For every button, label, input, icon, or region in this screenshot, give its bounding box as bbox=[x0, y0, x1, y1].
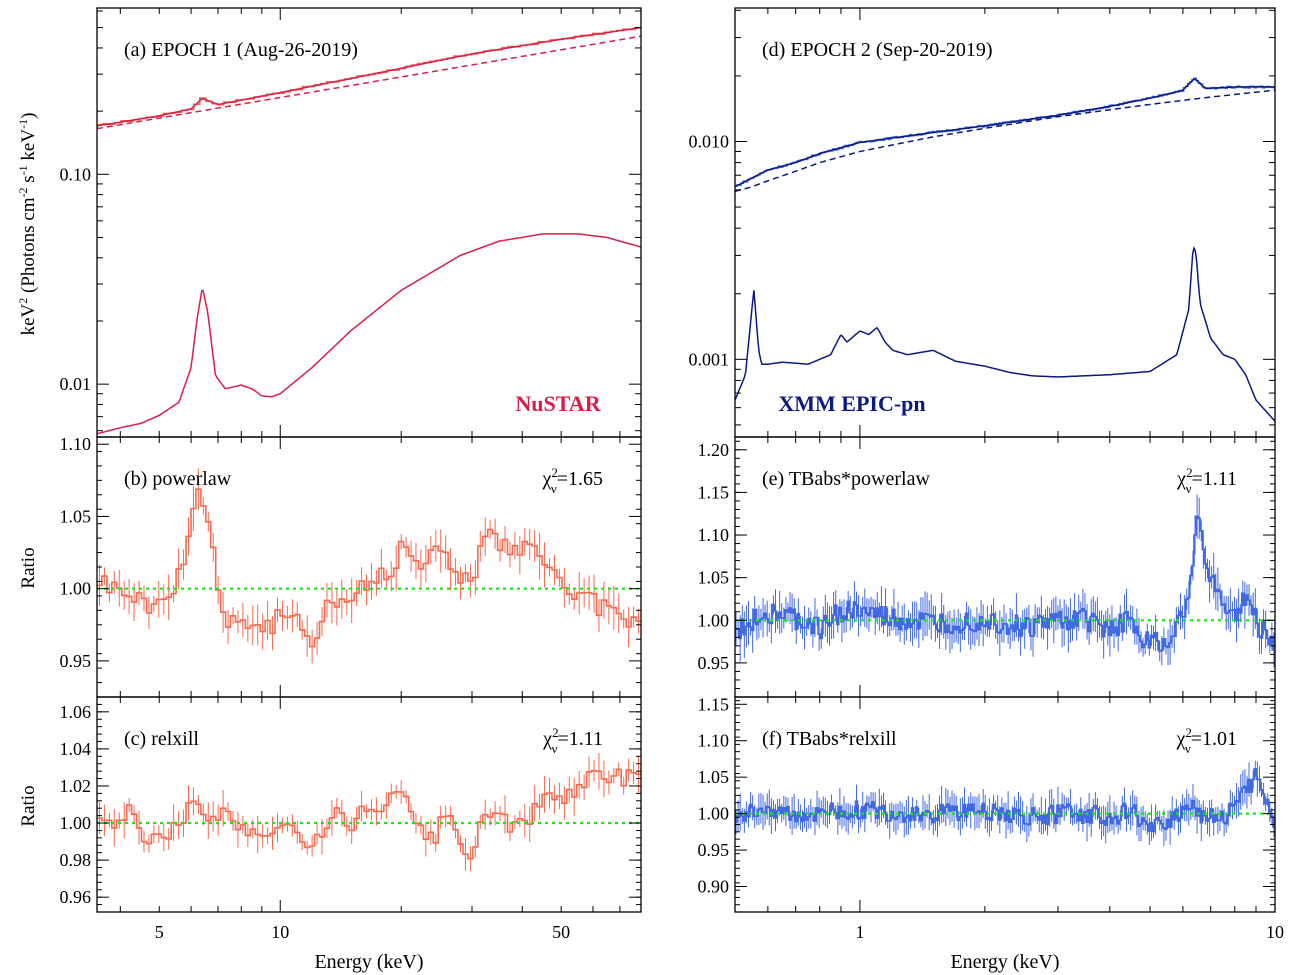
errorbars-c bbox=[98, 753, 640, 872]
chi-label-f: χ2 ν=1.01 bbox=[1175, 725, 1237, 756]
errorbars-e bbox=[735, 494, 1275, 668]
ytick-label: 0.98 bbox=[60, 850, 92, 870]
ratio-ylabel-b: Ratio bbox=[18, 547, 39, 588]
xtick-label: 5 bbox=[155, 922, 164, 942]
ytick-label: 0.95 bbox=[698, 840, 730, 860]
yticks-d: 0.001 0.010 bbox=[689, 9, 1275, 426]
series-reflection-component-a bbox=[97, 233, 641, 435]
ytick-label: 1.15 bbox=[698, 694, 730, 714]
plot-area-d bbox=[735, 77, 1275, 422]
plot-area-b bbox=[97, 468, 641, 664]
xtick-label: 10 bbox=[1266, 922, 1284, 942]
plot-area-c bbox=[97, 753, 641, 872]
ytick-label: 1.05 bbox=[60, 506, 92, 526]
series-ratio-c bbox=[97, 768, 641, 860]
ytick-label: 0.96 bbox=[60, 887, 92, 907]
xtick-label: 1 bbox=[855, 922, 864, 942]
ytick-label: 1.02 bbox=[60, 776, 92, 796]
yticks-f: 0.90 0.95 1.00 1.05 1.10 1.15 bbox=[698, 694, 1275, 913]
chi-label-c: χ2 ν=1.11 bbox=[542, 725, 603, 756]
panel-title-a: (a) EPOCH 1 (Aug-26-2019) bbox=[124, 39, 358, 61]
series-total-model-a bbox=[97, 26, 641, 127]
series-total-model-d bbox=[735, 78, 1275, 188]
panel-a: 0.01 0.10 (a) EPOCH 1 (Aug-26-2019) bbox=[60, 7, 642, 438]
xticks-a bbox=[119, 8, 621, 437]
xtick-label: 10 bbox=[271, 922, 289, 942]
ytick-label: 1.00 bbox=[698, 610, 730, 630]
ytick-label: 1.06 bbox=[60, 702, 92, 722]
top-ylabel: keV2 (Photons cm-2 s-1 keV-1) bbox=[16, 113, 39, 336]
plot-area-f bbox=[735, 760, 1275, 846]
panel-title-d: (d) EPOCH 2 (Sep-20-2019) bbox=[762, 39, 993, 61]
ytick-label: 1.04 bbox=[60, 739, 92, 759]
right-xlabel: Energy (keV) bbox=[950, 951, 1059, 973]
ytick-label: 1.05 bbox=[698, 767, 730, 787]
ytick-label: 1.10 bbox=[60, 434, 92, 454]
yticks-e: 0.95 1.00 1.05 1.10 1.15 1.20 bbox=[698, 440, 1275, 698]
xticks-e bbox=[734, 437, 1276, 697]
panel-e: 0.95 1.00 1.05 1.10 1.15 1.20 (e) TBabs*powerl… bbox=[698, 436, 1276, 698]
plot-area-e bbox=[735, 494, 1275, 668]
ytick-label: 1.00 bbox=[60, 813, 92, 833]
ytick-label: 1.05 bbox=[698, 568, 730, 588]
xtick-label: 50 bbox=[552, 922, 570, 942]
yticks-c: 0.96 0.98 1.00 1.02 1.04 1.06 bbox=[60, 696, 641, 913]
ytick-label: 0.90 bbox=[698, 876, 730, 896]
xticks-c: 5 10 50 bbox=[119, 697, 621, 942]
ratio-ylabel-c: Ratio bbox=[18, 785, 39, 826]
ytick-label: 0.010 bbox=[689, 131, 730, 151]
ytick-label: 0.01 bbox=[60, 374, 92, 394]
series-ratio-b bbox=[97, 488, 641, 648]
ytick-label: 1.00 bbox=[60, 579, 92, 599]
frame-a bbox=[96, 7, 642, 438]
ytick-label: 1.00 bbox=[698, 804, 730, 824]
series-ratio-e bbox=[735, 515, 1275, 652]
series-powerlaw-component-a bbox=[97, 35, 641, 130]
xticks-f: 1 10 bbox=[734, 697, 1284, 942]
panel-title-b: (b) powerlaw bbox=[124, 468, 232, 490]
panel-title-f: (f) TBabs*relxill bbox=[762, 728, 897, 750]
ytick-label: 0.95 bbox=[60, 651, 92, 671]
ytick-label: 0.95 bbox=[698, 653, 730, 673]
frame-f bbox=[734, 696, 1276, 913]
frame-c bbox=[96, 696, 642, 913]
ytick-label: 0.001 bbox=[689, 349, 730, 369]
ytick-label: 1.20 bbox=[698, 440, 730, 460]
chi-label-e: χ2 ν=1.11 bbox=[1176, 465, 1237, 496]
ytick-label: 1.15 bbox=[698, 482, 730, 502]
ytick-label: 1.10 bbox=[698, 731, 730, 751]
series-reflection-component-d bbox=[735, 245, 1275, 422]
panel-title-e: (e) TBabs*powerlaw bbox=[762, 468, 930, 490]
panel-c: 0.96 0.98 1.00 1.02 1.04 1.06 5 10 50 (c) relxill… bbox=[60, 696, 642, 942]
panel-b: 0.95 1.00 1.05 1.10 (b) powerlaw χ2 ν=1.65 bbox=[60, 434, 642, 698]
panel-d: 0.001 0.010 (d) EPOCH 2 (Sep-20-2019) bbox=[689, 7, 1276, 438]
panel-title-c: (c) relxill bbox=[124, 728, 199, 750]
xticks-b bbox=[119, 437, 621, 697]
yticks-b: 0.95 1.00 1.05 1.10 bbox=[60, 434, 641, 698]
series-ratio-f bbox=[735, 768, 1275, 833]
ytick-label: 1.10 bbox=[698, 525, 730, 545]
xticks-d bbox=[734, 8, 1276, 437]
series-data-d bbox=[735, 77, 1275, 187]
plot-area-a bbox=[97, 26, 641, 435]
series-powerlaw-component-d bbox=[735, 89, 1275, 193]
ytick-label: 0.10 bbox=[60, 164, 92, 184]
panel-f: 0.90 0.95 1.00 1.05 1.10 1.15 1 10 (f) TBabs*rel… bbox=[698, 694, 1285, 942]
panels-group: 0.01 0.10 (a) EPOCH 1 (Aug-26-2019) 0.95 1.0… bbox=[60, 7, 1285, 942]
frame-d bbox=[734, 7, 1276, 438]
xmm-label: XMM EPIC-pn bbox=[778, 391, 925, 416]
chi-label-b: χ2 ν=1.65 bbox=[541, 465, 603, 496]
left-xlabel: Energy (keV) bbox=[314, 951, 423, 973]
nustar-label: NuSTAR bbox=[515, 391, 601, 416]
yticks-a: 0.01 0.10 bbox=[60, 10, 641, 432]
